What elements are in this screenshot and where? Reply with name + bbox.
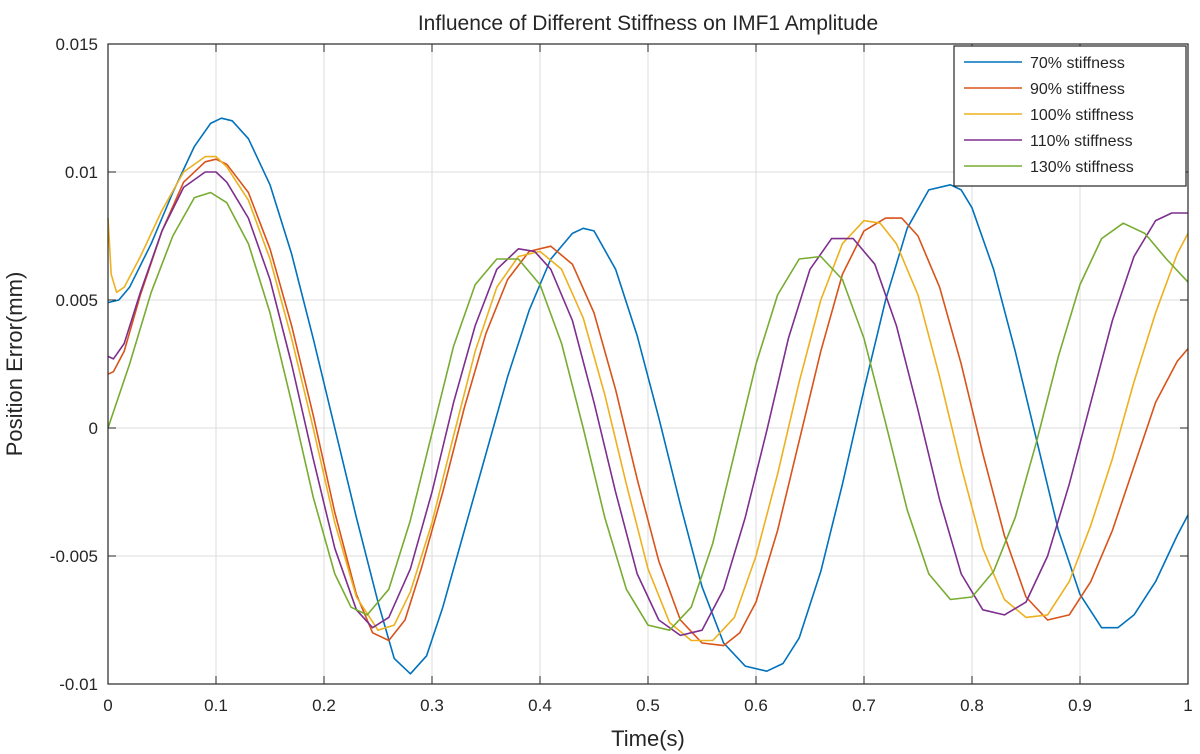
x-axis-ticks: 0 0.1 0.2 0.3 0.4 0.5 0.6 0.7 0.8 0.9 1 (103, 44, 1193, 715)
x-tick-label: 0.7 (852, 696, 876, 715)
x-tick-label: 0.6 (744, 696, 768, 715)
x-tick-label: 1 (1183, 696, 1192, 715)
x-tick-label: 0.9 (1068, 696, 1092, 715)
legend-label: 90% stiffness (1030, 81, 1125, 98)
y-tick-label: 0.005 (55, 291, 98, 310)
series-lines (107, 117, 1189, 675)
y-tick-label: 0.01 (65, 163, 98, 182)
legend-label: 130% stiffness (1030, 159, 1134, 176)
series-line-3 (107, 155, 1189, 642)
legend-label: 110% stiffness (1030, 133, 1133, 150)
y-tick-label: -0.01 (59, 675, 98, 694)
y-tick-label: 0 (89, 419, 98, 438)
x-tick-label: 0.1 (204, 696, 228, 715)
series-line-5 (107, 191, 1189, 631)
y-tick-label: 0.015 (55, 35, 98, 54)
x-tick-label: 0.5 (636, 696, 660, 715)
x-axis-label: Time(s) (611, 726, 685, 751)
legend-box (953, 45, 1187, 187)
x-tick-label: 0.3 (420, 696, 444, 715)
legend: 70% stiffness 90% stiffness 100% stiffness… (953, 45, 1187, 187)
chart-title: Influence of Different Stiffness on IMF1… (418, 12, 878, 35)
x-tick-label: 0 (103, 696, 112, 715)
legend-label: 70% stiffness (1030, 55, 1125, 72)
series-line-4 (107, 171, 1188, 637)
x-tick-label: 0.4 (528, 696, 552, 715)
y-axis-label: Position Error(mm) (2, 272, 27, 457)
x-tick-label: 0.2 (312, 696, 336, 715)
y-axis-ticks: -0.01 -0.005 0 0.005 0.01 0.015 (50, 35, 1188, 694)
series-line-2 (107, 158, 1189, 647)
legend-label: 100% stiffness (1030, 107, 1134, 124)
y-tick-label: -0.005 (50, 547, 98, 566)
x-tick-label: 0.8 (960, 696, 984, 715)
series-line-1 (107, 117, 1189, 675)
